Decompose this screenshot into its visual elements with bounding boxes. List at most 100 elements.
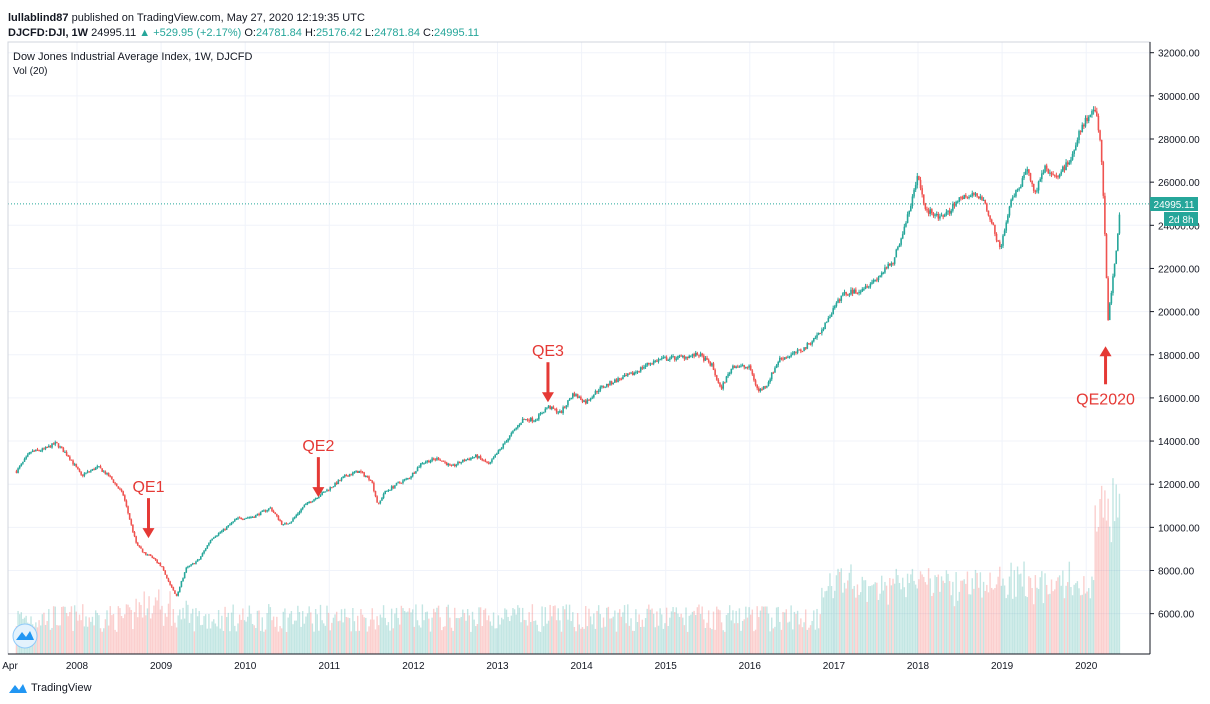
candle-body <box>837 299 839 303</box>
volume-bar <box>628 625 631 654</box>
candle-body <box>609 381 611 386</box>
candle-body <box>1041 173 1043 180</box>
volume-bar <box>276 616 278 654</box>
volume-bar <box>479 607 482 654</box>
candle-body <box>411 472 414 477</box>
volume-bar <box>494 628 496 654</box>
volume-bar <box>1079 595 1082 654</box>
volume-bar <box>623 605 626 654</box>
volume-bar <box>578 624 580 654</box>
volume-bar <box>452 630 454 654</box>
candle-body <box>694 352 697 357</box>
candle-body <box>25 456 27 459</box>
volume-bar <box>1010 562 1012 654</box>
volume-bar <box>386 625 388 654</box>
volume-bar <box>454 607 456 654</box>
candle-body <box>1018 188 1020 190</box>
candle-body <box>712 363 715 370</box>
volume-bar <box>555 620 558 654</box>
volume-bar <box>1047 594 1049 654</box>
candle-body <box>910 206 912 212</box>
volume-bar <box>585 606 587 654</box>
volume-bar <box>475 626 477 654</box>
ohlc-header: DJCFD:DJI, 1W 24995.11 ▲ +529.95 (+2.17%… <box>8 27 479 39</box>
candle-body <box>117 486 120 489</box>
tradingview-badge[interactable] <box>12 623 38 649</box>
candle-body <box>293 516 296 519</box>
candle-body <box>1094 109 1096 112</box>
volume-bar <box>801 627 804 654</box>
candle-body <box>746 367 749 369</box>
candle-body <box>426 460 429 463</box>
candle-body <box>428 460 430 463</box>
volume-bar <box>1003 585 1006 654</box>
candle-body <box>1013 196 1016 198</box>
candle-body <box>348 474 351 477</box>
volume-bar <box>285 631 288 654</box>
candle-body <box>762 386 765 390</box>
author-name[interactable]: lullablind87 <box>8 12 69 24</box>
volume-bar <box>610 618 613 654</box>
candle-body <box>604 386 606 388</box>
volume-bar <box>525 620 527 654</box>
candle-body <box>246 517 249 519</box>
volume-bar <box>177 615 179 654</box>
volume-bar <box>88 617 90 654</box>
candle-body <box>149 554 152 557</box>
volume-bar <box>929 578 931 654</box>
volume-bar <box>408 608 411 654</box>
candle-body <box>243 518 246 520</box>
candle-body <box>132 524 134 533</box>
candle-body <box>449 463 451 465</box>
footer-brand[interactable]: TradingView <box>8 682 92 694</box>
volume-bar <box>997 576 999 654</box>
volume-bar <box>496 628 498 654</box>
volume-bar <box>167 603 170 654</box>
volume-bar <box>835 575 838 654</box>
candle-body <box>536 419 539 421</box>
candle-body <box>177 591 179 596</box>
candle-body <box>36 449 39 451</box>
candle-body <box>300 509 302 513</box>
volume-bar <box>921 574 923 654</box>
candle-body <box>233 519 236 522</box>
volume-bar <box>264 629 267 654</box>
candle-body <box>43 448 45 450</box>
volume-bar <box>154 597 157 654</box>
candle-body <box>297 513 299 516</box>
x-tick-label: 2014 <box>570 661 593 672</box>
volume-bar <box>720 622 723 654</box>
volume-bar <box>462 609 464 654</box>
volume-bar <box>667 626 669 654</box>
candle-body <box>1100 139 1103 162</box>
volume-bar <box>1073 584 1075 654</box>
candle-body <box>368 476 370 480</box>
candle-body <box>373 482 375 492</box>
candle-body <box>976 193 978 197</box>
candle-body <box>1089 114 1092 117</box>
candle-body <box>49 445 52 448</box>
volume-bar <box>306 613 309 654</box>
volume-bar <box>1081 594 1083 654</box>
volume-bar <box>701 606 703 654</box>
candle-body <box>804 347 807 349</box>
volume-bar <box>1002 578 1004 654</box>
volume-bar <box>826 590 828 654</box>
candle-body <box>748 365 750 368</box>
volume-bar <box>361 614 364 654</box>
volume-bar <box>141 617 144 654</box>
candle-body <box>736 366 739 368</box>
candle-body <box>798 349 801 351</box>
volume-bar <box>90 621 92 654</box>
volume-bar <box>124 614 126 654</box>
candle-body <box>340 478 343 481</box>
volume-bar <box>476 624 479 654</box>
candle-body <box>887 263 889 268</box>
candle-body <box>1091 111 1093 115</box>
volume-bar <box>334 614 336 654</box>
candle-body <box>345 475 348 477</box>
candle-body <box>274 512 277 515</box>
candle-body <box>757 388 760 392</box>
candle-body <box>782 358 784 360</box>
